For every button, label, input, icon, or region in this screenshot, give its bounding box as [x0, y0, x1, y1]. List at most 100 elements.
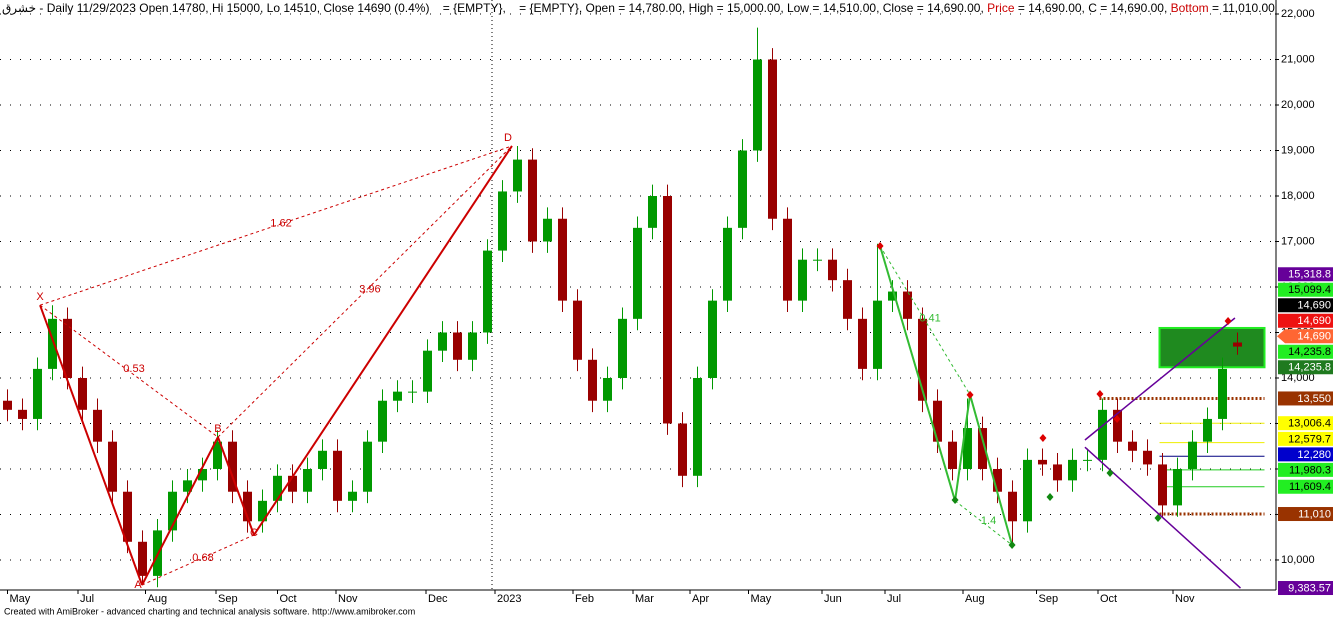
- candle-body: [588, 359, 597, 401]
- candle-body: [708, 300, 717, 378]
- signal-marker: [1154, 513, 1162, 522]
- candle-body: [363, 441, 372, 492]
- y-tick-label: 10,000: [1281, 554, 1315, 566]
- price-label: 13,006.4: [1288, 418, 1331, 430]
- candle-body: [108, 441, 117, 492]
- candle-body: [648, 195, 657, 228]
- candle-body: [618, 318, 627, 378]
- candle-body: [78, 377, 87, 410]
- candle-body: [918, 318, 927, 401]
- candle-body: [978, 428, 987, 469]
- pattern-ratio-leg: [879, 245, 971, 396]
- candle-body: [333, 450, 342, 501]
- x-tick-label: May: [751, 593, 772, 605]
- price-label-box: [1278, 313, 1333, 328]
- pattern-point-label: X: [36, 291, 44, 303]
- pattern-point-label: C: [250, 527, 258, 539]
- pattern-ratio: 1.4: [981, 515, 996, 527]
- title-part: Price: [987, 1, 1015, 15]
- candle-body: [513, 159, 522, 192]
- price-label: 14,235.8: [1288, 346, 1331, 358]
- pattern-point-label: A: [134, 579, 142, 591]
- x-tick-label: Aug: [148, 593, 168, 605]
- x-tick-label: Sep: [218, 593, 238, 605]
- x-tick-label: Sep: [1039, 593, 1059, 605]
- x-tick-label: Nov: [338, 593, 358, 605]
- pattern-leg: [217, 436, 255, 536]
- candle-body: [993, 468, 1002, 492]
- price-label: 14,235.8: [1288, 362, 1331, 374]
- candle-body: [228, 441, 237, 492]
- title-part: = 14,690.00, C = 14,690.00,: [1015, 1, 1171, 15]
- x-tick-label: 2023: [497, 593, 521, 605]
- candle-body: [1053, 464, 1062, 481]
- candle-body: [408, 391, 417, 393]
- pattern-ratio: 0.41: [919, 312, 940, 324]
- pattern-ratio: 0.53: [123, 363, 144, 375]
- candle-body: [1098, 409, 1107, 460]
- candle-body: [963, 428, 972, 469]
- price-label-box: [1278, 282, 1333, 297]
- candle-body: [828, 259, 837, 281]
- candle-body: [798, 259, 807, 301]
- price-label: 13,550: [1297, 393, 1331, 405]
- signal-marker: [876, 242, 884, 251]
- candle-body: [603, 377, 612, 401]
- y-tick-label: 19,000: [1281, 144, 1315, 156]
- price-label: 11,010: [1298, 508, 1331, 520]
- candle-body: [303, 468, 312, 492]
- candle-body: [1023, 459, 1032, 522]
- pattern-ratio-leg: [217, 145, 513, 438]
- price-label-box: [1278, 360, 1333, 375]
- candle-body: [258, 500, 267, 522]
- price-label-box: [1278, 431, 1333, 446]
- candle-body: [63, 318, 72, 378]
- candle-body: [123, 491, 132, 542]
- footer: Created with AmiBroker - advanced charti…: [4, 606, 415, 616]
- price-label-box: [1278, 479, 1333, 494]
- candle-body: [1188, 441, 1197, 469]
- candle-body: [858, 318, 867, 369]
- candle-body: [1173, 468, 1182, 506]
- price-label-box: [1278, 344, 1333, 359]
- candle-body: [378, 400, 387, 442]
- pattern-ratio-leg: [39, 304, 219, 438]
- title-part: Bottom: [1171, 1, 1209, 15]
- price-label: 14,690: [1297, 331, 1331, 343]
- title-part: = 11,010.00: [1209, 1, 1275, 15]
- candle-body: [48, 318, 57, 369]
- pattern-leg: [969, 394, 1014, 546]
- signal-marker: [1113, 414, 1121, 423]
- price-label: 12,579.7: [1288, 433, 1331, 445]
- candle-body: [813, 259, 822, 261]
- pattern-point-label: B: [214, 423, 221, 435]
- candle-body: [1203, 418, 1212, 442]
- candle-body: [948, 441, 957, 469]
- price-label: 15,099.4: [1288, 284, 1331, 296]
- signal-marker: [1224, 316, 1232, 325]
- candle-body: [138, 541, 147, 576]
- candle-body: [168, 491, 177, 531]
- candle-body: [753, 59, 762, 151]
- candle-body: [1083, 459, 1092, 461]
- y-tick-label: 17,000: [1281, 235, 1315, 247]
- price-label-box: [1278, 447, 1333, 462]
- pattern-point-label: D: [504, 132, 512, 144]
- candle-body: [1143, 450, 1152, 465]
- candle-body: [348, 491, 357, 501]
- pattern-ratio: 1.62: [270, 217, 291, 229]
- pattern-leg: [39, 304, 143, 586]
- candle-body: [3, 400, 12, 410]
- candle-body: [663, 195, 672, 424]
- candle-body: [1008, 491, 1017, 522]
- chart-title: خشرق - Daily 11/29/2023 Open 14780, Hi 1…: [2, 1, 1275, 15]
- x-tick-label: Jul: [887, 593, 901, 605]
- candle-body: [183, 480, 192, 492]
- candle-body: [903, 291, 912, 319]
- signal-marker: [966, 390, 974, 399]
- x-tick-label: Feb: [575, 593, 594, 605]
- candle-body: [1068, 459, 1077, 481]
- x-tick-label: Jun: [824, 593, 842, 605]
- y-tick-label: 21,000: [1281, 53, 1315, 65]
